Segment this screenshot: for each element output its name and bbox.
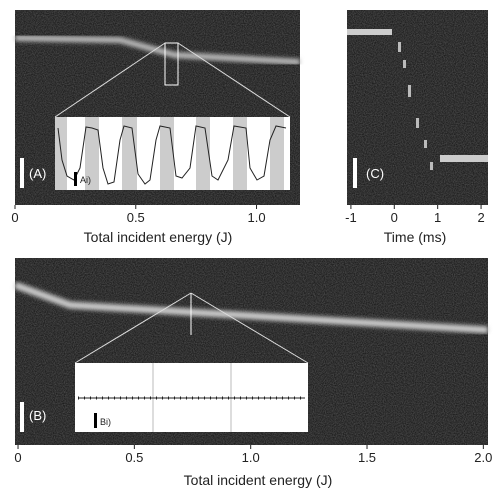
zoom-line [177, 42, 291, 118]
zoom-line [54, 42, 166, 118]
x-tick-label: 1 [434, 210, 441, 225]
scale-bar [74, 172, 77, 186]
panel-label: (A) [29, 166, 46, 181]
x-tick-label: 0.5 [125, 450, 143, 465]
x-tick-label: 2.0 [474, 450, 492, 465]
x-axis-label: Total incident energy (J) [184, 472, 333, 488]
x-tick-label: 1.0 [242, 450, 260, 465]
scale-bar [20, 402, 24, 432]
zoom-box [164, 42, 179, 86]
x-tick-label: -1 [345, 210, 357, 225]
x-tick-label: 0.5 [127, 210, 145, 225]
x-tick-label: 0 [11, 210, 18, 225]
x-tick-label: 1.5 [358, 450, 376, 465]
x-axis-label: Time (ms) [384, 229, 446, 245]
trace-dashes [398, 42, 433, 170]
waveform [57, 125, 287, 185]
panel-label: (B) [29, 408, 46, 423]
x-axis-label: Total incident energy (J) [84, 229, 233, 245]
x-tick-label: 0 [14, 450, 21, 465]
inset-label: Bi) [100, 417, 111, 427]
trace [440, 155, 488, 162]
scale-bar [94, 413, 97, 428]
band [13, 281, 489, 334]
panel-label: (C) [366, 166, 384, 181]
zoom-line [74, 292, 192, 364]
trace [347, 29, 392, 35]
scale-bar [20, 158, 24, 188]
scale-bar [353, 158, 357, 188]
noise [347, 10, 488, 205]
zoom-line [190, 292, 309, 364]
band [14, 35, 301, 65]
x-tick-label: 2 [477, 210, 484, 225]
inset-label: Ai) [80, 175, 91, 185]
x-tick-label: 0 [391, 210, 398, 225]
x-tick-label: 1.0 [247, 210, 265, 225]
